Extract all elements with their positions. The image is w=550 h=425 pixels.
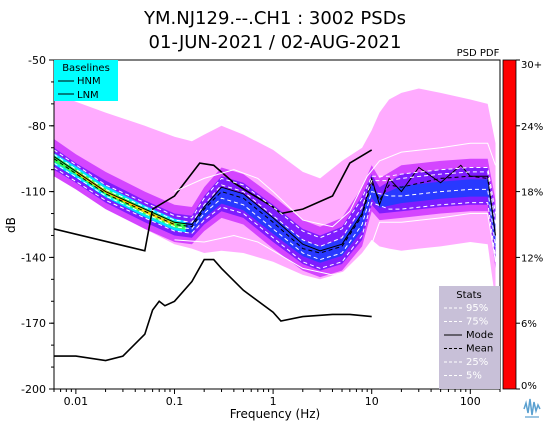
colorbar-ticks: 30+ 24% 18% 12% 6% 0% — [516, 59, 543, 392]
series-lnm — [54, 258, 372, 362]
series-5- — [54, 167, 496, 269]
y-axis-label: dB — [4, 217, 18, 233]
series-90-envelope — [174, 142, 496, 228]
density-halo — [54, 88, 496, 302]
y-tick-label: -80 — [28, 120, 46, 133]
y-tick-label: -110 — [21, 186, 46, 199]
series-95- — [54, 149, 496, 239]
x-tick-label: 100 — [460, 395, 481, 408]
stats-legend-label: Mode — [466, 330, 493, 341]
colorbar — [502, 59, 517, 390]
stats-legend-label: Mean — [466, 344, 493, 355]
stats-legend-label: 5% — [466, 371, 482, 382]
stats-legend-box — [439, 286, 500, 389]
colorbar-title: PSD PDF — [457, 48, 500, 59]
colorbar-tick-label: 6% — [521, 319, 537, 330]
x-tick-label: 1 — [270, 395, 277, 408]
colorbar-tick-label: 0% — [521, 381, 537, 392]
series-mean — [54, 158, 496, 254]
lnm-legend-label: LNM — [77, 90, 99, 101]
series-mode — [54, 156, 496, 252]
hnm-legend-label: HNM — [77, 76, 101, 87]
series-75- — [54, 153, 496, 247]
waveform-logo-icon — [523, 398, 541, 418]
colorbar-tick-label: 30+ — [521, 60, 542, 71]
x-axis-label: Frequency (Hz) — [230, 407, 321, 421]
x-axis: 0.01 0.1 1 10 100 — [53, 389, 501, 408]
x-tick-label: 0.1 — [166, 395, 184, 408]
series-layer — [54, 142, 496, 362]
series-25- — [54, 162, 496, 261]
series-10-envelope — [174, 213, 496, 276]
stats-legend-title: Stats — [456, 290, 482, 301]
x-tick-label: 10 — [365, 395, 379, 408]
baselines-legend: Baselines HNM LNM — [54, 60, 118, 101]
stats-legend-label: 25% — [466, 357, 488, 368]
colorbar-tick-label: 24% — [521, 122, 543, 133]
y-tick-label: -50 — [28, 54, 46, 67]
x-tick-label: 0.01 — [64, 395, 89, 408]
chart-title-line2: 01-JUN-2021 / 02-AUG-2021 — [149, 32, 402, 53]
baselines-legend-title: Baselines — [62, 63, 110, 74]
y-tick-label: -170 — [21, 317, 46, 330]
colorbar-tick-label: 18% — [521, 188, 543, 199]
stats-legend-label: 75% — [466, 317, 488, 328]
plot-frame — [53, 59, 501, 390]
y-tick-label: -140 — [21, 251, 46, 264]
series-hnm — [54, 149, 373, 252]
y-axis: -50 -80 -110 -140 -170 -200 — [21, 54, 54, 396]
y-tick-label: -200 — [21, 383, 46, 396]
stats-legend-label: 95% — [466, 303, 488, 314]
chart-title-line1: YM.NJ129.--.CH1 : 3002 PSDs — [143, 8, 406, 29]
stats-legend: Stats 95% 75% Mode Mean 25% 5% — [439, 286, 500, 389]
colorbar-tick-label: 12% — [521, 253, 543, 264]
